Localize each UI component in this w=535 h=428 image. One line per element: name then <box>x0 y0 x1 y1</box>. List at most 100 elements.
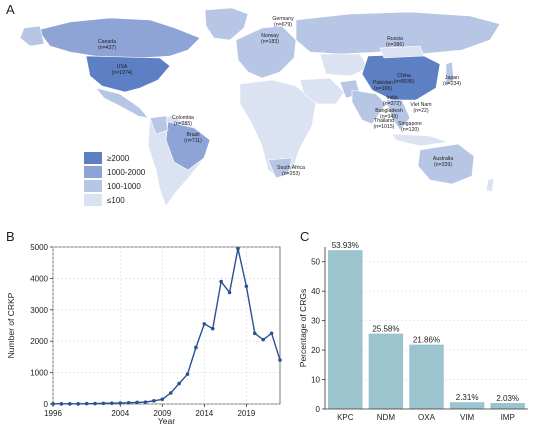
y-tick-label: 1000 <box>30 369 48 378</box>
x-tick-label: KPC <box>337 413 354 422</box>
country-name: China <box>397 73 411 79</box>
x-tick-label: 1996 <box>44 409 62 418</box>
middle-east-shape <box>299 77 345 105</box>
x-tick-label: 2004 <box>111 409 129 418</box>
bar-oxa <box>409 344 444 409</box>
russia-shape <box>295 11 501 55</box>
bar-kpc <box>328 250 363 409</box>
line-chart-labels: Year Number of CRKP <box>6 292 175 426</box>
country-name: Canada <box>98 39 116 45</box>
bar-chart-grid <box>325 261 528 410</box>
australia-shape <box>417 143 475 185</box>
bar-vim <box>449 402 485 409</box>
map-land <box>19 7 501 207</box>
crkp-data-point <box>152 399 156 403</box>
crkp-data-point <box>227 290 232 295</box>
y-tick-label: 0 <box>44 400 49 409</box>
crkp-data-point <box>118 401 123 405</box>
legend-swatch <box>84 152 102 164</box>
country-name: Bangladesh <box>375 108 403 114</box>
crkp-data-point <box>202 322 207 326</box>
mexico-shape <box>95 87 149 119</box>
bar-chart-labels: 53.93% KPC 25.58% NDM 21.86% OXA 2.31% VIM 2.03%… <box>298 241 519 422</box>
country-count: (n=234) <box>443 81 461 87</box>
country-count: (n=8936) <box>394 79 415 85</box>
country-count: (n=386) <box>386 42 404 48</box>
bar-value-label: 21.86% <box>413 336 440 345</box>
country-count: (n=437) <box>98 45 116 51</box>
south-africa-shape <box>267 157 293 179</box>
y-tick-label: 0 <box>316 405 321 414</box>
country-count: (n=120) <box>401 127 419 133</box>
crkp-data-point <box>84 401 89 406</box>
x-tick-label: OXA <box>418 413 436 422</box>
legend-swatch <box>84 194 102 206</box>
country-count: (n=183) <box>261 39 279 45</box>
crkp-data-point <box>252 331 257 336</box>
country-name: Singapore <box>398 121 422 127</box>
y-tick-label: 5000 <box>30 243 48 252</box>
y-axis-label: Number of CRKP <box>6 292 16 358</box>
crkp-data-point <box>194 345 198 350</box>
country-name: South Africa <box>277 165 305 171</box>
x-tick-label: VIM <box>460 413 475 422</box>
country-name: Thailand <box>374 118 394 124</box>
crkp-data-point <box>93 401 97 406</box>
line-chart-series <box>51 246 282 406</box>
bar-value-label: 53.93% <box>332 241 359 250</box>
world-map: ≥2000 1000-2000 100-1000 ≤100 Canada(n=437)… <box>19 7 501 207</box>
country-name: Pakistan <box>373 80 393 86</box>
canada-shape <box>37 17 201 59</box>
country-count: (n=349) <box>380 114 398 120</box>
country-name: Russia <box>387 36 403 42</box>
country-name: Brazil <box>187 132 200 138</box>
x-tick-label: IMP <box>501 413 515 422</box>
y-tick-label: 2000 <box>30 337 48 346</box>
crkp-data-point <box>143 400 148 404</box>
x-tick-label: 2009 <box>153 409 171 418</box>
y-tick-label: 50 <box>311 258 320 267</box>
country-count: (n=253) <box>282 171 300 177</box>
legend-label: ≤100 <box>107 196 125 205</box>
country-count: (n=1015) <box>374 124 395 130</box>
new-zealand-shape <box>485 177 495 193</box>
country-count: (n=165) <box>374 86 392 92</box>
crkp-data-point <box>110 401 114 406</box>
y-tick-label: 4000 <box>30 274 48 283</box>
crkp-data-point <box>177 381 181 386</box>
country-name: India <box>386 95 397 101</box>
crkp-data-point <box>278 358 282 362</box>
x-tick-label: 2019 <box>237 409 255 418</box>
bar-ndm <box>368 333 404 409</box>
country-name: Japan <box>445 75 459 81</box>
bar-chart-axes: 0 10 20 30 40 50 <box>311 247 528 414</box>
x-axis-label: Year <box>158 416 175 426</box>
europe-shape <box>235 25 297 79</box>
y-tick-label: 20 <box>311 346 320 355</box>
legend-swatch <box>84 180 102 192</box>
bar-value-label: 2.31% <box>456 393 479 402</box>
crkp-data-point <box>126 400 131 405</box>
y-tick-label: 30 <box>311 317 320 326</box>
southeast-asia-shape <box>385 99 411 131</box>
crkp-data-point <box>101 401 106 406</box>
country-name: Australia <box>433 156 453 162</box>
usa-shape <box>85 55 171 93</box>
bar-value-label: 25.58% <box>372 325 399 334</box>
country-count: (n=285) <box>174 121 192 127</box>
line-chart-axes: 0 1000 2000 3000 4000 5000 1996 2004 2009 2014 201… <box>30 243 256 418</box>
legend-label: ≥2000 <box>107 154 130 163</box>
crkp-data-point <box>168 391 173 395</box>
crkp-data-point <box>76 402 81 406</box>
crkp-data-point <box>185 372 190 376</box>
brazil-shape <box>165 121 211 171</box>
crkp-data-point <box>51 402 55 406</box>
china-shape <box>361 53 441 101</box>
crkp-data-point <box>261 337 265 342</box>
india-shape <box>351 89 387 125</box>
crkp-series-line <box>53 248 281 405</box>
bar-chart-bars <box>328 250 525 409</box>
africa-shape <box>239 79 317 179</box>
map-legend: ≥2000 1000-2000 100-1000 ≤100 <box>84 152 146 206</box>
crkp-data-point <box>236 246 240 251</box>
